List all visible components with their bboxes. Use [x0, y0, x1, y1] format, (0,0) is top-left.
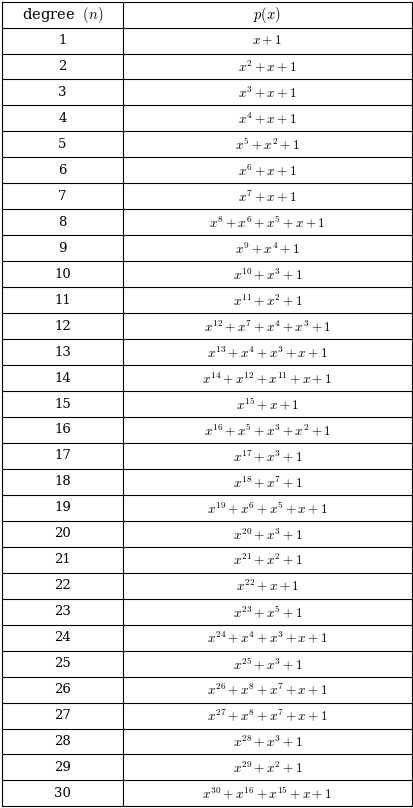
Text: $p(x)$: $p(x)$ — [253, 5, 281, 24]
Text: $x^9+x^4+1$: $x^9+x^4+1$ — [235, 240, 299, 256]
Text: $x^{24}+x^4+x^3+x+1$: $x^{24}+x^4+x^3+x+1$ — [206, 629, 327, 646]
Text: 6: 6 — [58, 164, 66, 177]
Text: 17: 17 — [54, 449, 71, 462]
Text: 24: 24 — [54, 631, 71, 644]
Text: 25: 25 — [54, 657, 71, 670]
Text: degree  $(n)$: degree $(n)$ — [21, 5, 103, 24]
Text: 18: 18 — [54, 475, 71, 488]
Text: $x^{20}+x^3+1$: $x^{20}+x^3+1$ — [232, 526, 301, 541]
Text: 9: 9 — [58, 242, 66, 255]
Text: 13: 13 — [54, 346, 71, 359]
Text: $x+1$: $x+1$ — [252, 34, 282, 48]
Text: $x^8+x^6+x^5+x+1$: $x^8+x^6+x^5+x+1$ — [209, 214, 325, 230]
Text: $x^{17}+x^3+1$: $x^{17}+x^3+1$ — [232, 448, 301, 464]
Text: $x^{18}+x^7+1$: $x^{18}+x^7+1$ — [232, 474, 301, 490]
Text: $x^{21}+x^2+1$: $x^{21}+x^2+1$ — [232, 552, 301, 568]
Text: $x^{26}+x^8+x^7+x+1$: $x^{26}+x^8+x^7+x+1$ — [206, 682, 327, 697]
Text: $x^7+x+1$: $x^7+x+1$ — [237, 188, 296, 204]
Text: $x^{22}+x+1$: $x^{22}+x+1$ — [235, 578, 298, 594]
Text: 29: 29 — [54, 761, 71, 774]
Text: $x^5+x^2+1$: $x^5+x^2+1$ — [235, 136, 299, 153]
Text: $x^{19}+x^6+x^5+x+1$: $x^{19}+x^6+x^5+x+1$ — [206, 499, 327, 516]
Text: $x^{11}+x^2+1$: $x^{11}+x^2+1$ — [232, 292, 301, 308]
Text: 27: 27 — [54, 709, 71, 722]
Text: 12: 12 — [54, 320, 71, 333]
Text: $x^{13}+x^4+x^3+x+1$: $x^{13}+x^4+x^3+x+1$ — [206, 344, 327, 360]
Text: $x^3+x+1$: $x^3+x+1$ — [237, 85, 296, 100]
Text: 8: 8 — [58, 216, 66, 229]
Text: 22: 22 — [54, 579, 71, 592]
Text: 21: 21 — [54, 553, 71, 566]
Text: $x^{16}+x^5+x^3+x^2+1$: $x^{16}+x^5+x^3+x^2+1$ — [203, 422, 330, 438]
Text: $x^4+x+1$: $x^4+x+1$ — [237, 111, 296, 126]
Text: $x^{27}+x^8+x^7+x+1$: $x^{27}+x^8+x^7+x+1$ — [206, 708, 327, 723]
Text: 11: 11 — [54, 293, 71, 307]
Text: $x^{30}+x^{16}+x^{15}+x+1$: $x^{30}+x^{16}+x^{15}+x+1$ — [202, 785, 332, 802]
Text: 2: 2 — [58, 60, 66, 73]
Text: 1: 1 — [58, 34, 66, 47]
Text: $x^{25}+x^3+1$: $x^{25}+x^3+1$ — [232, 655, 301, 672]
Text: 10: 10 — [54, 267, 71, 280]
Text: $x^{23}+x^5+1$: $x^{23}+x^5+1$ — [232, 604, 301, 620]
Text: 14: 14 — [54, 372, 71, 385]
Text: 5: 5 — [58, 138, 66, 151]
Text: $x^{10}+x^3+1$: $x^{10}+x^3+1$ — [232, 267, 301, 282]
Text: 20: 20 — [54, 528, 71, 541]
Text: $x^2+x+1$: $x^2+x+1$ — [237, 58, 296, 74]
Text: $x^{28}+x^3+1$: $x^{28}+x^3+1$ — [232, 734, 301, 750]
Text: 26: 26 — [54, 683, 71, 696]
Text: $x^{14}+x^{12}+x^{11}+x+1$: $x^{14}+x^{12}+x^{11}+x+1$ — [202, 370, 332, 386]
Text: 16: 16 — [54, 423, 71, 436]
Text: 19: 19 — [54, 501, 71, 515]
Text: 23: 23 — [54, 605, 71, 618]
Text: $x^{12}+x^7+x^4+x^3+1$: $x^{12}+x^7+x^4+x^3+1$ — [203, 318, 330, 334]
Text: $x^{15}+x+1$: $x^{15}+x+1$ — [235, 396, 298, 412]
Text: 7: 7 — [58, 190, 66, 203]
Text: 3: 3 — [58, 86, 66, 99]
Text: 4: 4 — [58, 112, 66, 125]
Text: $x^{29}+x^2+1$: $x^{29}+x^2+1$ — [232, 760, 301, 776]
Text: 28: 28 — [54, 735, 71, 748]
Text: 30: 30 — [54, 787, 71, 800]
Text: $x^6+x+1$: $x^6+x+1$ — [237, 162, 296, 179]
Text: 15: 15 — [54, 398, 71, 410]
